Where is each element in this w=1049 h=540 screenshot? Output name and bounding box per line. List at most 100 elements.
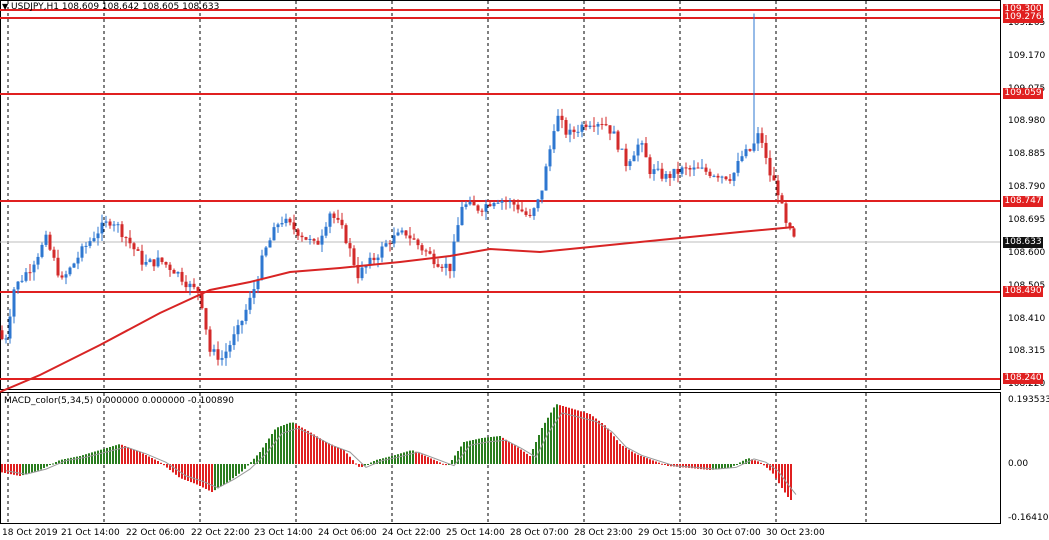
macd-histogram-bar	[94, 451, 96, 464]
candle-body	[36, 256, 40, 265]
candle-body	[792, 228, 796, 237]
macd-histogram-bar	[208, 464, 210, 491]
macd-histogram-bar	[88, 453, 90, 464]
candle-body	[492, 203, 496, 207]
macd-histogram-bar	[466, 441, 468, 464]
candle-body	[120, 224, 124, 238]
candle-body	[80, 246, 84, 258]
macd-histogram-bar	[655, 461, 657, 464]
candle-body	[660, 168, 664, 179]
candle-body	[616, 131, 620, 150]
macd-histogram-bar	[316, 436, 318, 464]
candle-body	[300, 235, 304, 238]
candle-body	[524, 211, 528, 215]
candle-body	[144, 262, 148, 265]
macd-histogram-bar	[220, 464, 222, 487]
candle-body	[20, 280, 24, 282]
candle-body	[740, 156, 744, 162]
macd-histogram-bar	[595, 418, 597, 464]
candle-body	[428, 251, 432, 254]
macd-histogram-bar	[526, 453, 528, 464]
symbol-header: ▼ USDJPY,H1 108.609 108.642 108.605 108.…	[2, 1, 219, 13]
macd-histogram-bar	[223, 464, 225, 485]
macd-histogram-bar	[184, 464, 186, 480]
level-tag: 108.490	[1003, 286, 1043, 297]
candle-body	[348, 243, 352, 249]
candle-body	[500, 200, 504, 203]
candle-body	[92, 238, 96, 242]
candle-body	[420, 245, 424, 251]
macd-histogram-bar	[247, 464, 249, 466]
candle-body	[188, 283, 192, 288]
macd-histogram-bar	[7, 464, 9, 474]
macd-histogram-bar	[373, 461, 375, 464]
candle-body	[264, 247, 268, 256]
macd-histogram-bar	[430, 458, 432, 464]
candle-body	[536, 199, 540, 209]
macd-histogram-bar	[727, 464, 729, 469]
macd-histogram-bar	[499, 436, 501, 464]
macd-histogram-bar	[34, 464, 36, 472]
macd-histogram-bar	[493, 436, 495, 464]
macd-histogram-bar	[637, 454, 639, 464]
macd-histogram-bar	[424, 455, 426, 464]
macd-histogram-bar	[688, 464, 690, 468]
time-label: 22 Oct 06:00	[126, 528, 185, 538]
macd-histogram-bar	[397, 454, 399, 464]
macd-histogram-bar	[511, 443, 513, 464]
candle-body	[404, 230, 408, 236]
time-label: 24 Oct 06:00	[318, 528, 377, 538]
price-tick: 108.695	[1008, 215, 1046, 225]
macd-histogram-bar	[232, 464, 234, 479]
macd-histogram-bar	[553, 407, 555, 464]
candle-body	[712, 175, 716, 177]
macd-histogram-bar	[625, 447, 627, 464]
symbol-header-text: USDJPY,H1 108.609 108.642 108.605 108.63…	[11, 2, 220, 12]
macd-histogram-bar	[721, 464, 723, 469]
candle-body	[772, 175, 776, 181]
candle-body	[316, 240, 320, 245]
macd-histogram-bar	[475, 439, 477, 464]
candle-body	[600, 124, 604, 126]
macd-histogram-bar	[103, 448, 105, 464]
macd-histogram-bar	[763, 464, 765, 466]
macd-histogram-bar	[367, 464, 369, 465]
macd-histogram-bar	[37, 464, 39, 471]
macd-histogram-bar	[529, 456, 531, 464]
macd-histogram-bar	[46, 464, 48, 467]
macd-tick: 0.00	[1008, 459, 1029, 469]
macd-histogram-bar	[607, 428, 609, 464]
macd-histogram-bar	[394, 455, 396, 464]
candle-body	[352, 248, 356, 265]
candle-body	[308, 238, 312, 240]
candle-body	[172, 269, 176, 274]
candle-body	[648, 157, 652, 174]
collapse-triangle-icon[interactable]: ▼	[2, 2, 9, 11]
candle-body	[232, 334, 236, 346]
macd-histogram-bar	[364, 464, 366, 466]
macd-histogram-bar	[433, 459, 435, 464]
macd-histogram-bar	[241, 464, 243, 472]
macd-histogram-bar	[760, 462, 762, 464]
candle-body	[180, 271, 184, 282]
candle-body	[756, 133, 760, 144]
candle-body	[624, 148, 628, 167]
macd-histogram-bar	[340, 448, 342, 464]
macd-histogram-bar	[13, 464, 15, 475]
candle-body	[676, 168, 680, 174]
time-label: 30 Oct 07:00	[702, 528, 761, 538]
macd-histogram-bar	[199, 464, 201, 486]
candle-body	[564, 120, 568, 135]
candle-body	[408, 235, 412, 239]
candle-body	[412, 238, 416, 240]
candle-body	[276, 224, 280, 228]
price-tick: 108.885	[1008, 149, 1046, 159]
macd-histogram-bar	[79, 456, 81, 464]
time-label: 29 Oct 15:00	[638, 528, 697, 538]
candle-body	[196, 287, 200, 293]
candle-body	[72, 263, 76, 268]
candle-body	[788, 222, 792, 229]
macd-histogram-bar	[100, 449, 102, 464]
